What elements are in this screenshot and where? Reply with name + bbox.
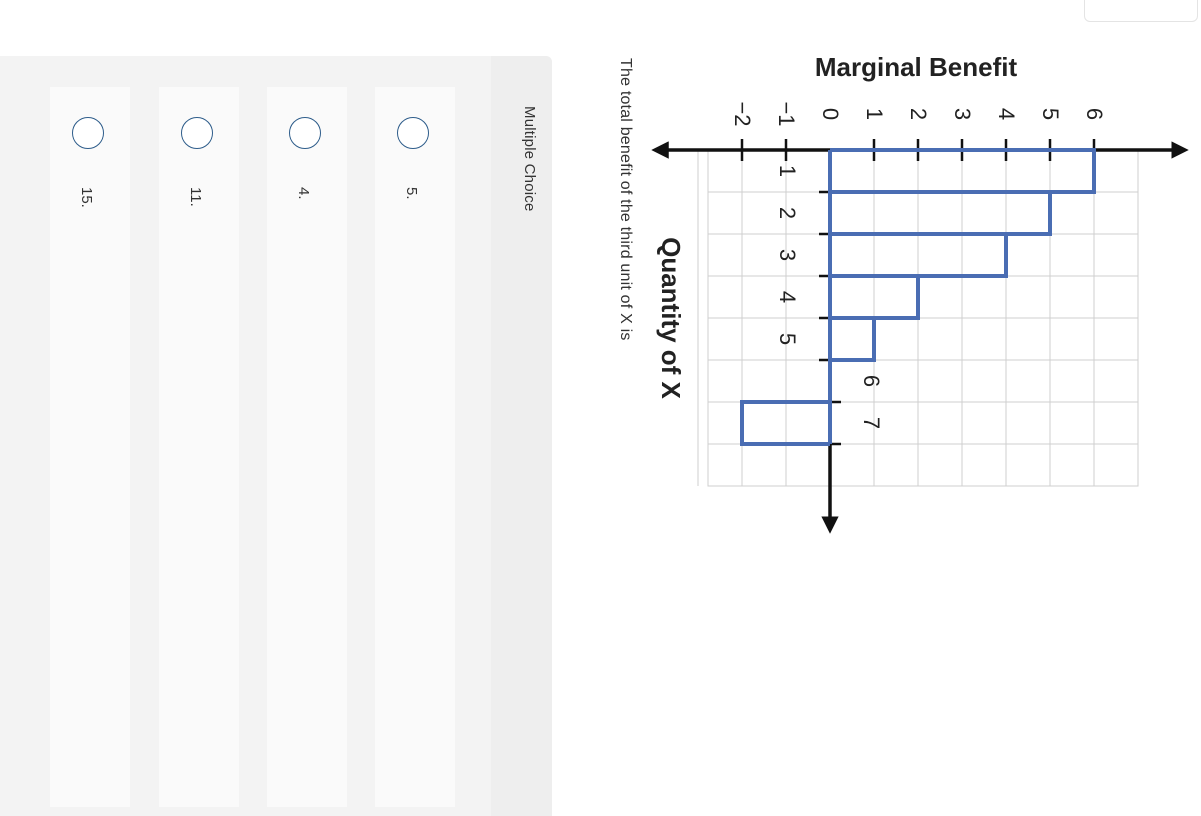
value-tick-label: 3 <box>950 108 975 120</box>
series <box>740 148 1096 446</box>
quantity-tick-label: 3 <box>775 249 800 261</box>
x-axis-title: Quantity of X <box>656 237 686 399</box>
question-type-label: Multiple Choice <box>521 106 538 212</box>
tick-labels: −2 −1 0 1 2 3 4 5 6 1 2 3 4 5 6 7 <box>730 101 1107 429</box>
value-tick-label: −1 <box>774 101 799 126</box>
step-segment <box>740 400 830 446</box>
quantity-tick-label: 5 <box>775 333 800 345</box>
axes <box>651 139 1189 534</box>
answer-choice-4[interactable]: 15. <box>50 87 130 807</box>
y-axis-title: Marginal Benefit <box>815 52 1018 82</box>
question-type-header <box>491 56 552 816</box>
value-tick-label: −2 <box>730 101 755 126</box>
question-text: The total benefit of the third unit of X… <box>617 58 634 341</box>
step-segment <box>830 190 1052 236</box>
top-corner-box <box>1084 0 1198 22</box>
choice-label: 15. <box>78 187 95 208</box>
radio-button[interactable] <box>289 117 321 149</box>
value-tick-label: 5 <box>1038 108 1063 120</box>
value-tick-label: 2 <box>906 108 931 120</box>
radio-button[interactable] <box>181 117 213 149</box>
quantity-tick-label: 1 <box>775 165 800 177</box>
quantity-tick-label: 2 <box>775 207 800 219</box>
radio-button[interactable] <box>397 117 429 149</box>
radio-button[interactable] <box>72 117 104 149</box>
marginal-benefit-chart: −2 −1 0 1 2 3 4 5 6 1 2 3 4 5 6 7 Marginal Benefit Quan… <box>651 52 1189 534</box>
quantity-tick-label: 6 <box>859 375 884 387</box>
choice-label: 11. <box>187 187 204 207</box>
value-tick-label: 6 <box>1082 108 1107 120</box>
choice-label: 5. <box>403 187 420 200</box>
value-tick-label: 4 <box>994 108 1019 120</box>
value-tick-label: 1 <box>862 108 887 120</box>
answer-choice-1[interactable]: 5. <box>375 87 455 807</box>
step-segment <box>830 316 876 362</box>
value-tick-label: 0 <box>818 108 843 120</box>
quantity-tick-label: 4 <box>775 291 800 303</box>
answer-choice-3[interactable]: 11. <box>159 87 239 807</box>
quantity-tick-label: 7 <box>859 417 884 429</box>
answer-choice-2[interactable]: 4. <box>267 87 347 807</box>
choice-label: 4. <box>295 187 312 200</box>
